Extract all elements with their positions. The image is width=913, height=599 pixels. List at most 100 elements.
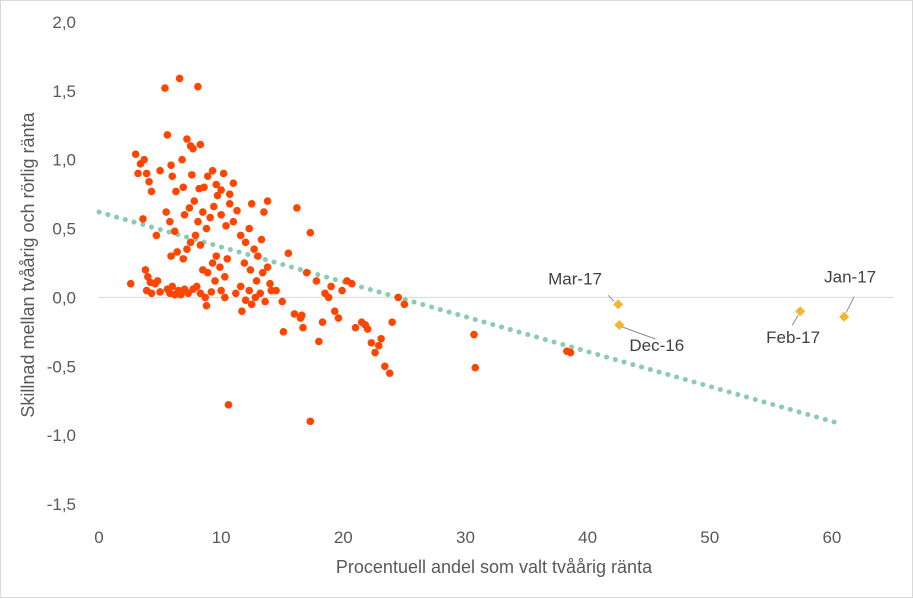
leader-line [607,294,615,302]
y-axis-title: Skillnad mellan tvåårig och rörlig ränta [18,111,38,417]
data-point [302,268,311,277]
data-point [147,187,156,196]
data-point [139,215,147,223]
data-point [196,241,205,249]
data-point [330,307,339,316]
data-point [245,286,254,295]
data-point [185,204,194,212]
x-tick-label: 40 [578,528,597,547]
data-point [388,318,396,327]
data-point [247,199,256,208]
data-point [284,249,293,258]
data-point [221,293,229,302]
data-point [245,224,254,233]
y-tick-label: 1,0 [52,151,76,170]
data-point [278,297,287,306]
data-point [263,197,272,205]
data-point [225,199,234,208]
data-point [216,263,224,271]
data-point [253,252,262,260]
point-annotation-label: Dec-16 [629,336,684,355]
data-point [240,259,249,267]
data-point [400,300,409,309]
data-point [233,206,241,215]
data-point [192,282,201,291]
data-point [318,318,327,327]
data-point [134,169,142,178]
data-point [195,184,203,193]
data-point [306,228,315,237]
data-point [196,140,205,149]
point-annotation-label: Feb-17 [766,328,820,347]
data-point [236,282,245,291]
data-point [279,328,288,336]
data-point [203,268,212,277]
data-point [161,84,169,92]
data-point [210,202,218,211]
point-annotations: Mar-17 Dec-16 Feb-17 Jan-17 [548,268,876,355]
data-point [241,238,250,247]
y-tick-label: 2,0 [52,13,76,32]
data-point [312,277,321,285]
data-point [126,279,135,288]
data-point [206,213,214,222]
data-point [247,300,256,309]
history-points [126,74,575,426]
data-point [394,293,403,302]
point-annotation-label: Mar-17 [548,269,602,288]
y-tick-label: 0,5 [52,220,76,239]
data-point [172,187,180,196]
data-point [183,245,191,254]
data-point [168,282,177,291]
data-point [131,150,140,159]
data-point [188,171,196,179]
data-point [140,155,148,164]
data-point [236,231,245,240]
data-point [153,277,162,285]
data-point [563,347,571,355]
data-point [252,277,261,285]
data-point [173,248,181,256]
data-point [166,217,174,226]
y-tick-label: 0,0 [52,288,76,307]
recent-data-point [839,311,850,322]
data-point [147,289,156,298]
recent-data-point [614,319,625,330]
x-tick-label: 0 [94,528,103,547]
x-tick-label: 30 [456,528,475,547]
data-point [299,323,307,332]
data-point [224,401,233,409]
data-point [367,339,376,347]
data-point [241,296,250,304]
data-point [290,310,299,318]
recent-points [613,299,850,330]
data-point [156,288,164,296]
data-point [152,231,161,240]
data-point [260,208,268,216]
data-point [266,279,274,288]
leader-line [622,326,656,340]
x-tick-labels: 0 10 20 30 40 50 60 [94,528,841,547]
data-point [263,263,272,271]
data-point [229,217,238,226]
data-point [208,166,217,175]
data-point [232,289,240,298]
data-point [334,314,343,322]
leader-line [791,314,799,326]
data-point [212,180,221,189]
data-point [191,231,200,240]
data-point [256,289,265,298]
data-point [315,337,323,346]
data-point [162,208,170,216]
data-point [179,255,188,263]
data-point [377,334,385,343]
data-point [238,307,246,316]
y-tick-label: -0,5 [47,357,76,376]
data-point [470,330,478,339]
y-tick-label: -1,5 [47,495,76,514]
x-tick-label: 60 [822,528,841,547]
data-point [293,204,301,212]
data-point [175,74,184,83]
x-tick-label: 20 [334,528,353,547]
